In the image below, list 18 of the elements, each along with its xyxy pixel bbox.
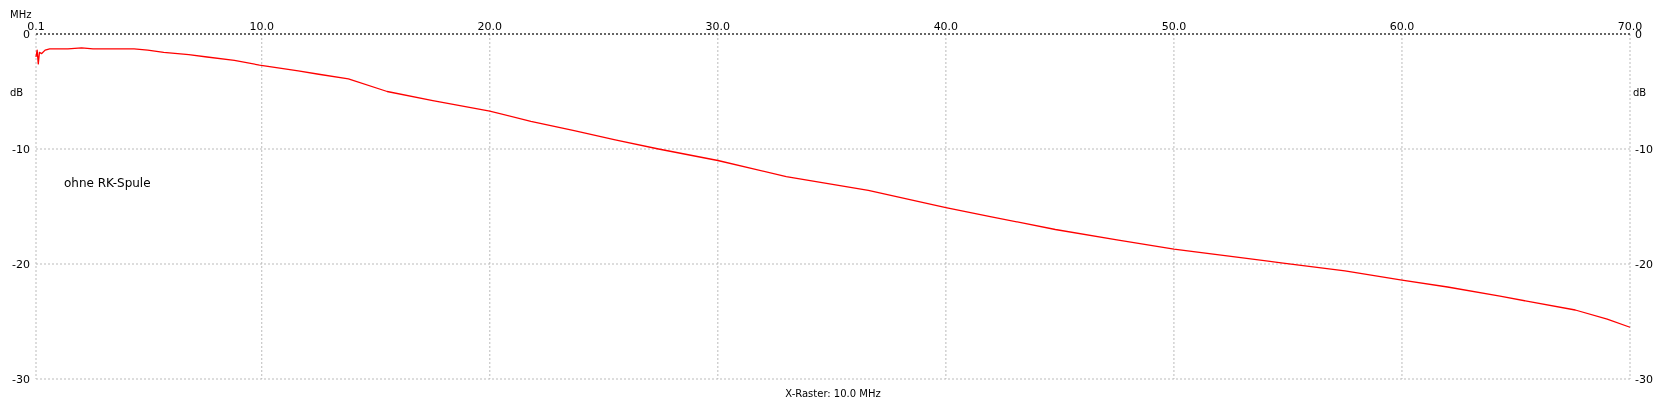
y-tick-label: -10 [12, 143, 30, 156]
x-axis-title: MHz [10, 9, 32, 20]
y2-axis-title: dB [1633, 86, 1647, 98]
x-tick-label: 40.0 [933, 20, 959, 33]
x-tick-label: 60.0 [1389, 20, 1415, 33]
x-tick-label: 50.0 [1161, 20, 1187, 33]
annotation: ohne RK-Spule [64, 175, 151, 190]
x-tick-label: 20.0 [477, 20, 503, 33]
x-tick-label: 10.0 [249, 20, 275, 33]
y-tick-label: -30 [12, 373, 30, 386]
y2-tick-label: -10 [1635, 143, 1653, 156]
y2-tick-label: -30 [1635, 373, 1653, 386]
y2-tick-label: -20 [1635, 258, 1653, 271]
y-tick-label: -20 [12, 258, 30, 271]
line-series [35, 47, 1631, 328]
y-axis-title: dB [10, 86, 24, 98]
x-tick-label: 30.0 [705, 20, 731, 33]
text: X-Raster: 10.0 MHz [785, 388, 881, 399]
